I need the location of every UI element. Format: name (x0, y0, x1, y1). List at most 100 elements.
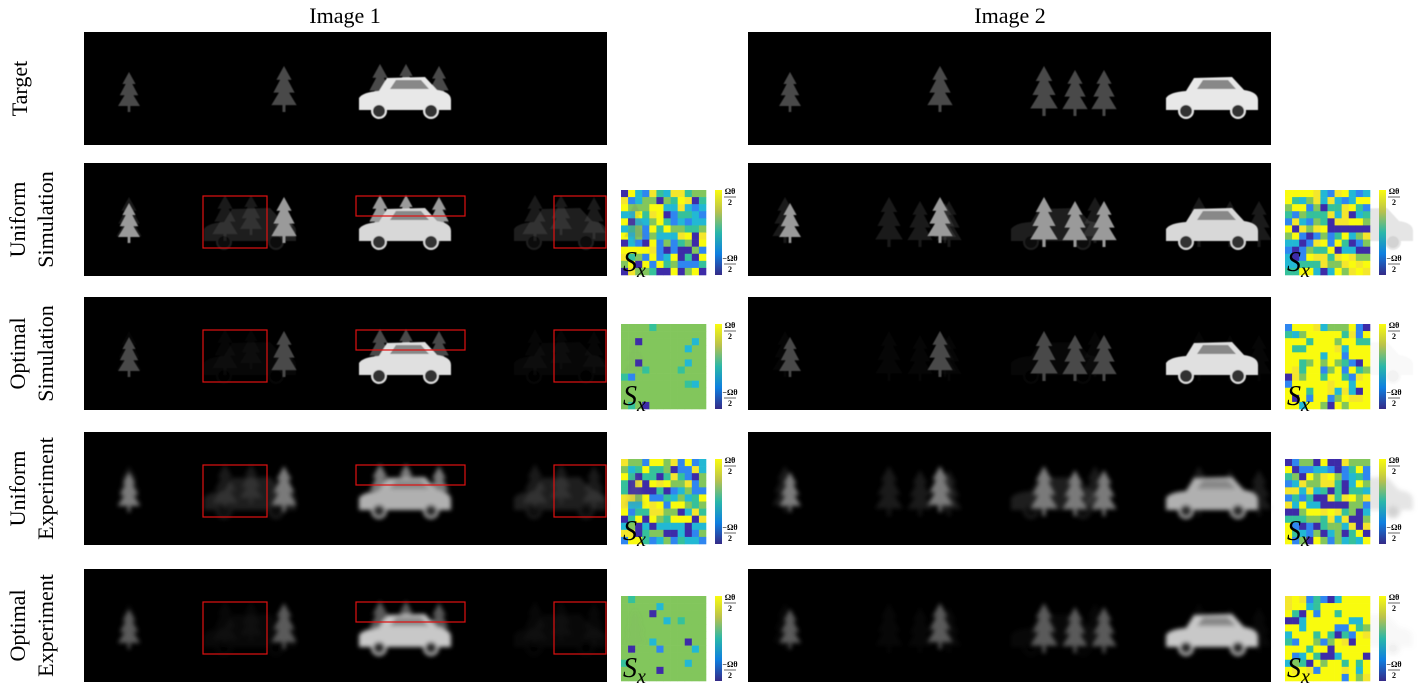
mosaic-cell (1356, 660, 1363, 667)
mosaic-cell (1313, 466, 1320, 473)
mosaic-cell (671, 388, 678, 395)
mosaic-cell (671, 523, 678, 530)
mosaic-cell (628, 596, 635, 603)
mosaic-cell (1320, 247, 1327, 254)
mosaic-cell (1356, 381, 1363, 388)
mosaic-cell (642, 197, 649, 204)
mosaic-cell (685, 374, 692, 381)
mosaic-cell (1356, 190, 1363, 197)
mosaic-cell (1299, 509, 1306, 516)
mosaic-cell (1328, 359, 1335, 366)
mosaic-cell (1342, 331, 1349, 338)
mosaic-cell (656, 603, 663, 610)
mosaic-cell (664, 617, 671, 624)
mosaic-cell (1292, 624, 1299, 631)
mosaic-cell (1349, 596, 1356, 603)
row-label: Simulation (33, 171, 58, 268)
mosaic-cell (692, 324, 699, 331)
mosaic-cell (685, 660, 692, 667)
mosaic-cell (1328, 367, 1335, 374)
mosaic-cell (1356, 261, 1363, 268)
mosaic-cell (649, 674, 656, 681)
mosaic-cell (1299, 466, 1306, 473)
mosaic-cell (1328, 225, 1335, 232)
colorbar-label-num: −Ωθ (1386, 388, 1401, 397)
mosaic-cell (1363, 530, 1370, 537)
wheel (1179, 504, 1193, 518)
mosaic-cell (685, 603, 692, 610)
mosaic-cell (1356, 402, 1363, 409)
mosaic-cell (1342, 233, 1349, 240)
mosaic-cell (1306, 225, 1313, 232)
mosaic-cell (1349, 646, 1356, 653)
mosaic-label-sub: x (1300, 394, 1310, 416)
mosaic-cell (628, 190, 635, 197)
mosaic-cell (1342, 204, 1349, 211)
mosaic-cell (656, 374, 663, 381)
mosaic-cell (1306, 247, 1313, 254)
mosaic-cell (1328, 352, 1335, 359)
colorbar-label-num: −Ωθ (722, 254, 737, 263)
mosaic-cell (685, 473, 692, 480)
mosaic-cell (1335, 639, 1342, 646)
mosaic-cell (1349, 639, 1356, 646)
wheel (269, 369, 283, 383)
mosaic-cell (649, 211, 656, 218)
colorbar-label-num: −Ωθ (1386, 660, 1401, 669)
mosaic-cell (678, 537, 685, 544)
mosaic-cell (692, 466, 699, 473)
mosaic-cell (671, 537, 678, 544)
wheel (424, 104, 438, 118)
mosaic-cell (1356, 268, 1363, 275)
mosaic-cell (1285, 233, 1292, 240)
mosaic-cell (678, 530, 685, 537)
mosaic-cell (649, 402, 656, 409)
mosaic-cell (1356, 624, 1363, 631)
mosaic-cell (692, 359, 699, 366)
mosaic-cell (1285, 509, 1292, 516)
colorbar-label-den: 2 (728, 399, 732, 408)
mosaic-cell (664, 374, 671, 381)
mosaic-cell (1335, 352, 1342, 359)
mosaic-cell (678, 459, 685, 466)
mosaic-label-sub: x (636, 666, 646, 688)
mosaic-cell (671, 402, 678, 409)
mosaic-cell (1306, 624, 1313, 631)
mosaic-cell (656, 247, 663, 254)
mosaic-cell (656, 459, 663, 466)
colorbar (715, 596, 722, 681)
mosaic-cell (621, 374, 628, 381)
mosaic-cell (656, 338, 663, 345)
mosaic-cell (1328, 197, 1335, 204)
mosaic-cell (664, 367, 671, 374)
mosaic-cell (1292, 204, 1299, 211)
mosaic-cell (1299, 631, 1306, 638)
mosaic-cell (671, 509, 678, 516)
mosaic-cell (699, 381, 706, 388)
mosaic-cell (1313, 197, 1320, 204)
mosaic-cell (1356, 667, 1363, 674)
mosaic-cell (1363, 617, 1370, 624)
mosaic-cell (1342, 610, 1349, 617)
wheel (217, 504, 231, 518)
mosaic-cell (685, 218, 692, 225)
mosaic-cell (678, 480, 685, 487)
mosaic-cell (649, 190, 656, 197)
mosaic-cell (1349, 261, 1356, 268)
mosaic-cell (1356, 225, 1363, 232)
mosaic-cell (1356, 473, 1363, 480)
mosaic-cell (692, 381, 699, 388)
mosaic-cell (1349, 667, 1356, 674)
mosaic-cell (1349, 509, 1356, 516)
mosaic-cell (1313, 494, 1320, 501)
mosaic-cell (1335, 197, 1342, 204)
mosaic-cell (671, 631, 678, 638)
mosaic-cell (1335, 225, 1342, 232)
mosaic-cell (1328, 268, 1335, 275)
colorbar-label-den: 2 (1392, 467, 1396, 476)
mosaic-cell (1356, 247, 1363, 254)
mosaic-cell (1320, 402, 1327, 409)
mosaic-cell (1285, 639, 1292, 646)
mosaic-cell (664, 487, 671, 494)
mosaic-cell (664, 204, 671, 211)
